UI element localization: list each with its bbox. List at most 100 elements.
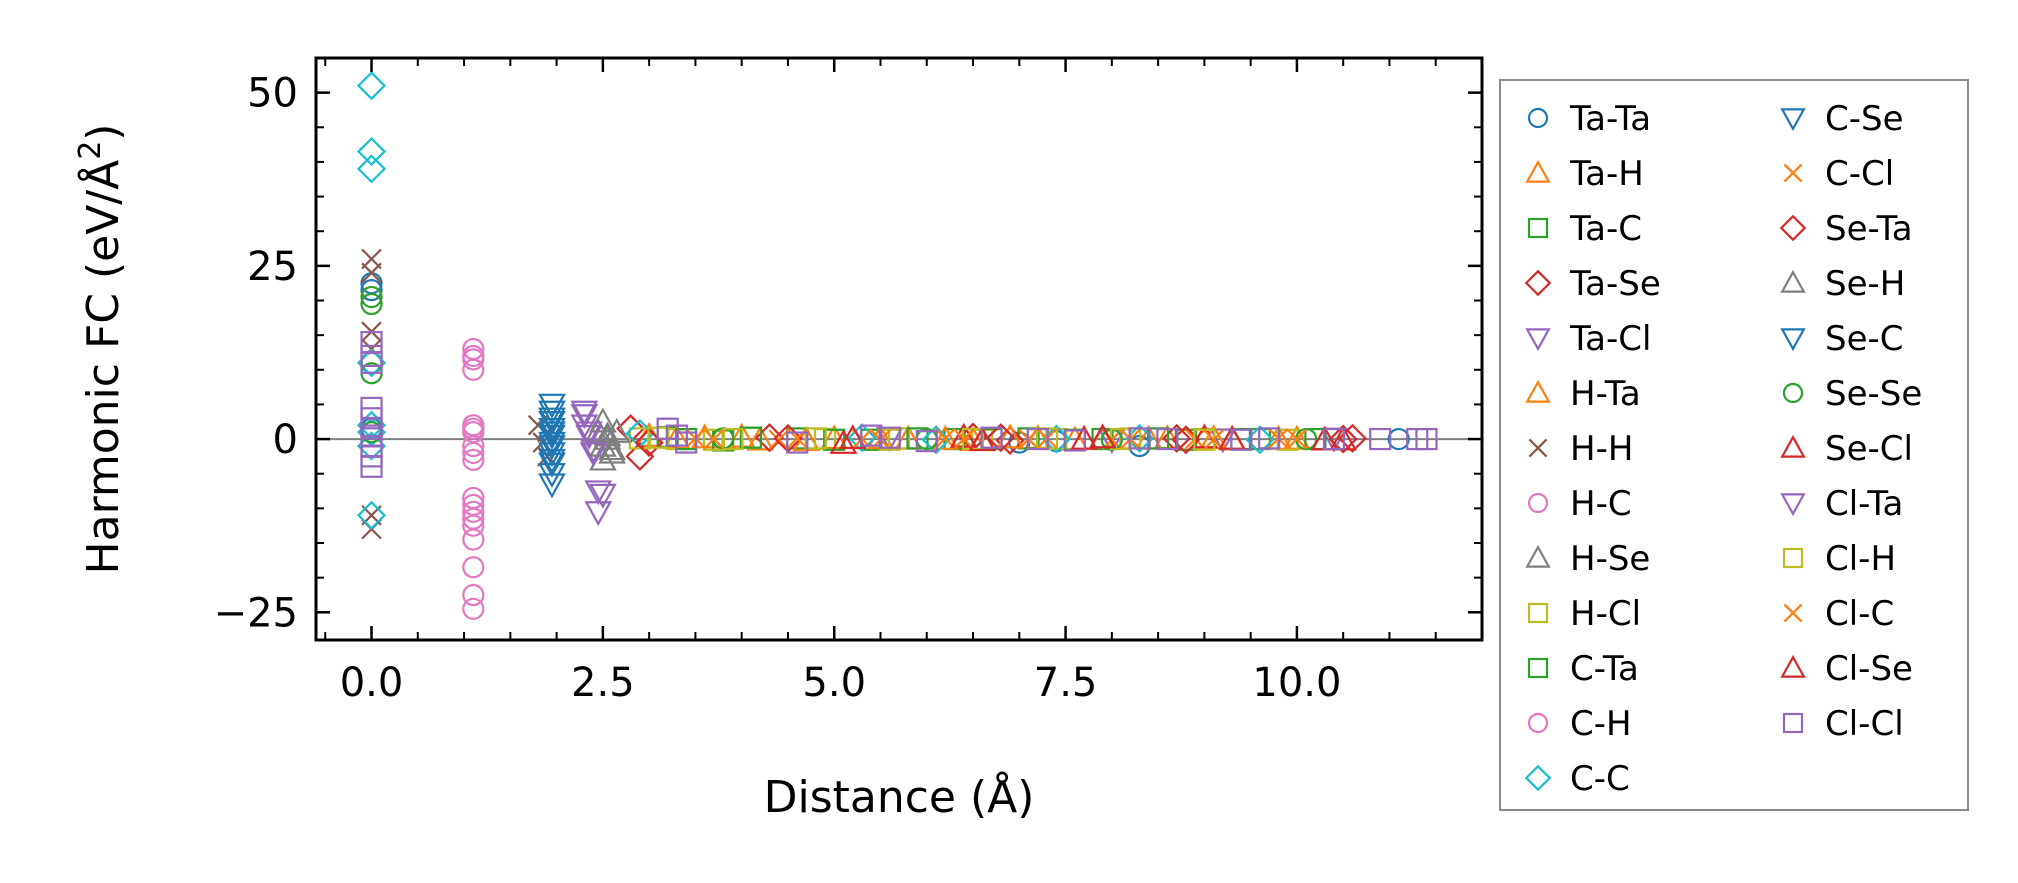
data-point [1286,428,1308,450]
data-point [356,500,387,530]
legend-marker [1528,438,1548,458]
legend-item: Cl-H [1782,539,1896,579]
legend-label: Se-Se [1825,374,1922,414]
data-point [462,597,485,620]
data-point [361,262,382,284]
legend-label: Cl-Cl [1825,704,1904,744]
x-tick-label: 10.0 [1252,660,1341,706]
data-point [1322,427,1346,451]
legend-marker [1780,434,1806,458]
data-point [462,417,485,440]
data-point [1415,427,1438,451]
data-point [462,528,485,551]
data-point [538,473,566,499]
data-point [1230,428,1253,451]
data-point [589,407,617,433]
y-tick-label: 50 [247,71,298,117]
data-point [360,351,383,374]
y-axis-title-superscript: 2 [73,141,108,160]
data-point [575,421,603,447]
legend-label: Ta-C [1569,209,1642,249]
y-axis-title-base: Harmonic FC (eV/Å [76,160,129,575]
legend-marker [1527,657,1549,679]
legend-item: Se-H [1780,264,1905,304]
data-point [1088,423,1117,449]
legend-label: Se-H [1825,264,1905,304]
data-point [356,348,387,378]
data-point [847,423,877,453]
series-c-h [462,348,485,551]
legend-label: C-Se [1825,99,1904,139]
legend-marker [1527,217,1549,239]
data-point [786,431,809,454]
legend-marker [1783,603,1803,623]
x-tick-label: 2.5 [571,660,635,706]
data-point [702,428,726,451]
legend-marker [1525,328,1551,352]
legend-item: Ta-Cl [1525,319,1651,359]
data-point [360,455,383,478]
series-se-h [589,407,631,461]
data-point [462,556,485,579]
legend-box [1499,79,1969,811]
data-point [968,426,997,452]
legend-label: Ta-H [1569,154,1644,194]
data-point [860,424,883,447]
y-axis-title-close: ) [78,124,129,141]
data-point [628,427,651,450]
legend-item: C-Ta [1527,649,1639,689]
legend-marker [1783,163,1803,183]
x-tick-label: 0.0 [340,660,404,706]
legend-label: H-Se [1570,539,1650,579]
legend-label: Ta-Cl [1569,319,1651,359]
data-point [360,292,383,316]
data-point [360,279,383,302]
data-point [721,427,744,451]
legend-item: H-C [1527,484,1632,524]
legend-item: H-Ta [1525,374,1641,414]
data-point [768,429,789,451]
legend-label: C-Ta [1570,649,1639,689]
legend-label: Ta-Ta [1569,99,1651,139]
legend-label: C-C [1570,759,1630,799]
data-point [986,423,1016,453]
legend-label: H-Cl [1570,594,1641,634]
legend-label: Cl-Se [1825,649,1913,689]
legend-marker [1525,159,1551,183]
data-point [996,423,1024,449]
data-point [538,417,566,443]
data-point [356,71,387,101]
data-point [675,431,698,454]
data-point [1387,427,1410,451]
legend-marker [1524,269,1552,297]
data-point [538,421,566,447]
legend-marker [1527,602,1549,624]
legend-marker [1525,544,1551,568]
legend-label: Se-Ta [1825,209,1913,249]
data-point [1063,429,1086,452]
data-point [921,425,951,455]
legend-item: H-H [1528,429,1633,469]
legend-marker [1525,379,1551,403]
data-point [462,358,485,381]
legend-item: Se-Se [1782,374,1922,414]
data-point [360,285,383,309]
y-tick-label: −25 [214,590,298,636]
legend-marker [1779,214,1807,242]
data-point [538,449,566,475]
data-point [584,480,613,506]
data-point [538,407,566,433]
legend-label: C-H [1570,704,1632,744]
axes-frame [314,56,1484,642]
data-point [462,441,485,465]
legend-item: Ta-Ta [1527,99,1651,139]
data-point [953,428,975,450]
legend-item: H-Cl [1527,594,1641,634]
legend-item: C-C [1524,759,1630,799]
data-point [878,426,901,449]
legend-item: Se-C [1780,319,1904,359]
x-tick-label: 5.0 [802,660,866,706]
legend-marker [1782,547,1804,569]
data-point [462,500,485,523]
